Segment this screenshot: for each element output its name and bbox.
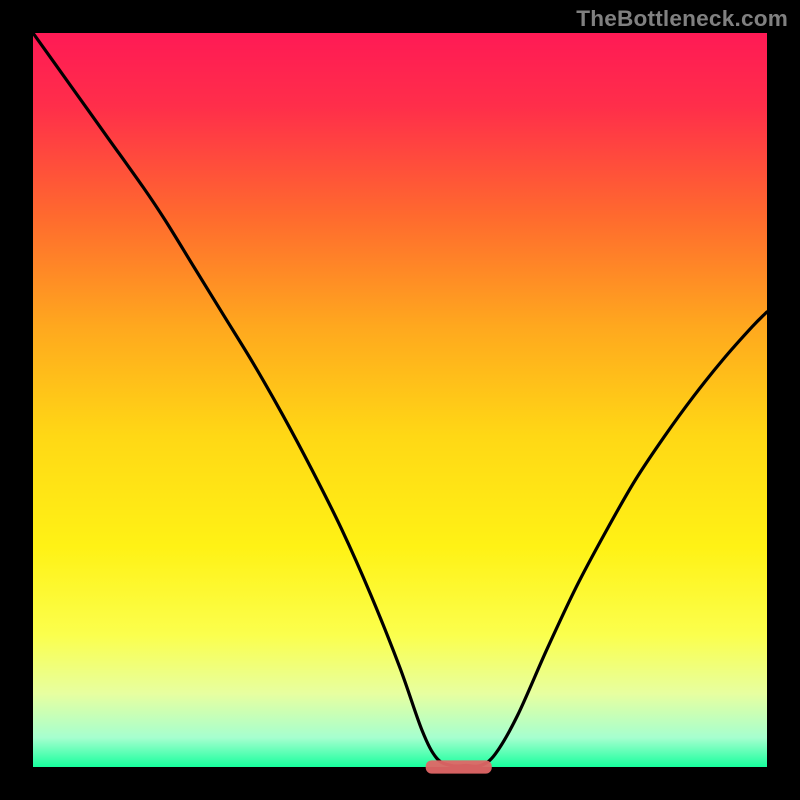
chart-stage: TheBottleneck.com	[0, 0, 800, 800]
optimal-range-marker	[426, 760, 492, 773]
watermark-text: TheBottleneck.com	[576, 6, 788, 32]
bottleneck-curve-chart	[0, 0, 800, 800]
plot-gradient-background	[33, 33, 767, 767]
